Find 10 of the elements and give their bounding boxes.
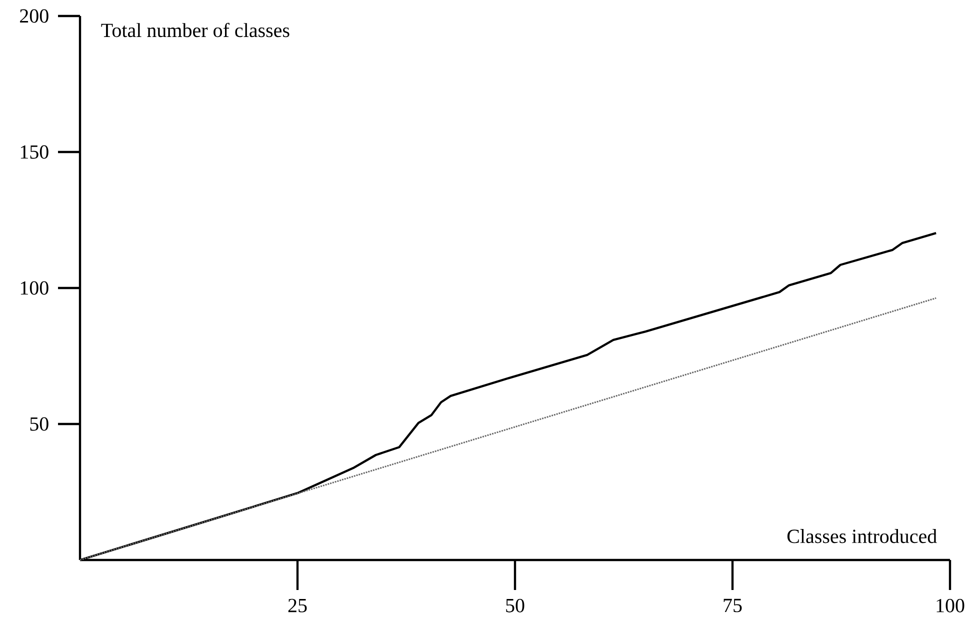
y-tick-label: 50 — [30, 417, 48, 431]
y-tick-label: 150 — [20, 145, 48, 159]
y-tick-label: 100 — [20, 281, 48, 295]
x-tick-label: 25 — [288, 598, 307, 612]
y-tick-label: 200 — [20, 9, 48, 23]
x-tick-label: 75 — [724, 598, 742, 612]
x-axis-title: Classes introduced — [787, 529, 937, 544]
x-tick-label: 50 — [506, 598, 524, 612]
x-tick-label: 100 — [936, 598, 964, 612]
y-axis-title: Total number of classes — [101, 22, 290, 38]
